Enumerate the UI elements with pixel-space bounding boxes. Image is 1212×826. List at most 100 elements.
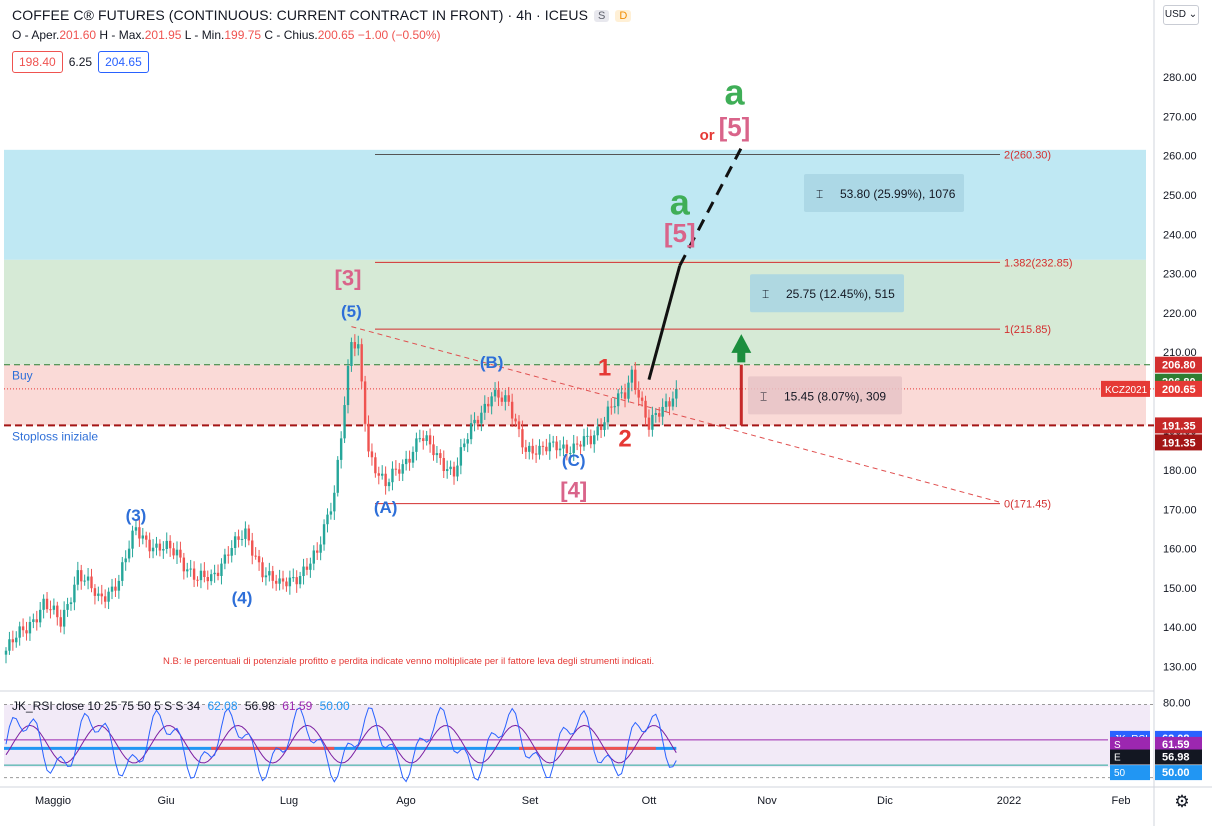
candle-body (593, 435, 596, 445)
price-tick: 230.00 (1163, 269, 1197, 281)
time-tick: Nov (757, 795, 777, 807)
candle-body (623, 392, 627, 399)
candle-body (251, 540, 254, 556)
candle-body (333, 492, 336, 512)
candle-body (28, 621, 32, 634)
price-tag-bg (1155, 356, 1202, 373)
candle-body (658, 413, 661, 417)
candle-body (18, 626, 21, 638)
gear-icon[interactable]: ⚙ (1174, 792, 1190, 811)
candle-body (316, 550, 319, 553)
candle-body (558, 448, 562, 451)
candle-body (295, 577, 298, 585)
zone-target (4, 149, 1146, 260)
price-tag: 206.80 (1162, 360, 1196, 372)
spread-value: 6.25 (68, 55, 93, 69)
candle-body (66, 604, 69, 610)
rsi-fast-line (5, 706, 677, 783)
candle-body (476, 419, 480, 424)
measure-icon: ⌶ (816, 187, 823, 201)
session-badge[interactable]: S (594, 10, 610, 22)
symbol-tag: KCZ2021 (1105, 385, 1148, 396)
rsi-value-tag-bg (1155, 765, 1202, 781)
rsi-value-tag-bg (1155, 736, 1202, 752)
candle-body (210, 574, 213, 582)
candle-body (11, 639, 15, 643)
candle-body (52, 605, 56, 610)
candle-body (86, 576, 90, 581)
zone-green (4, 259, 1146, 365)
candle-body (493, 389, 497, 397)
chevron-down-icon: ⌄ (1185, 9, 1198, 20)
candle-body (510, 401, 514, 419)
delay-badge[interactable]: D (615, 10, 632, 22)
candle-body (555, 441, 558, 451)
candle-body (216, 572, 220, 576)
sell-button[interactable]: 198.40 (12, 51, 63, 73)
candle-body (59, 617, 62, 627)
candle-body (264, 575, 268, 578)
candle-body (281, 578, 285, 582)
candle-body (350, 342, 353, 366)
candle-body (387, 482, 391, 487)
candle-body (203, 570, 206, 578)
candle-body (627, 382, 630, 399)
measure-icon: ⌶ (762, 287, 769, 301)
candle-body (439, 453, 442, 459)
candle-body (189, 568, 192, 570)
candle-body (107, 591, 110, 602)
candle-body (507, 395, 510, 402)
candle-body (322, 524, 326, 545)
price-tag: 191.35 (1162, 437, 1196, 449)
candle-body (339, 438, 343, 460)
currency-button[interactable]: USD ⌄ (1163, 5, 1199, 25)
fib-label: 0(171.45) (1004, 499, 1051, 511)
candle-body (514, 418, 517, 422)
candle-body (148, 539, 151, 552)
wave-label: [4] (560, 478, 587, 503)
candle-body (675, 388, 678, 399)
candle-body (367, 423, 370, 452)
candle-body (504, 395, 507, 402)
wave-label: (B) (480, 353, 504, 372)
change-value: −1.00 (−0.50%) (357, 28, 441, 42)
candle-body (298, 576, 302, 585)
rsi-name[interactable]: JK_RSI close 10 25 75 50 5 S S 34 (12, 699, 201, 713)
candle-body (418, 438, 422, 440)
candle-body (582, 436, 586, 447)
symbol-tag-bg (1101, 380, 1150, 397)
candle-body (661, 406, 664, 417)
candle-body (8, 639, 11, 651)
candle-body (240, 538, 244, 540)
stoploss-label: Stoploss iniziale (12, 429, 98, 443)
candle-body (15, 637, 18, 643)
rsi-value-1: 62.08 (207, 699, 238, 713)
candle-body (175, 549, 179, 556)
symbol-title[interactable]: COFFEE C® FUTURES (CONTINUOUS: CURRENT C… (12, 7, 589, 23)
candle-body (579, 444, 582, 447)
measure-label: 53.80 (25.99%), 1076 (840, 187, 956, 201)
price-tick: 170.00 (1163, 504, 1197, 516)
candle-body (490, 396, 493, 407)
candle-body (268, 571, 271, 576)
candle-body (408, 458, 411, 463)
candle-body (326, 514, 329, 525)
fib-label: 1(215.85) (1004, 324, 1051, 336)
buy-button[interactable]: 204.65 (98, 51, 149, 73)
candle-body (80, 570, 83, 582)
rsi-value-2: 56.98 (244, 699, 275, 713)
candle-body (654, 413, 657, 415)
candle-body (138, 527, 141, 539)
candle-body (473, 419, 476, 424)
candle-body (199, 570, 203, 581)
close-value: 200.65 (317, 28, 355, 42)
candle-body (206, 577, 209, 582)
candle-body (336, 459, 339, 493)
trendline (351, 326, 1001, 503)
candle-body (312, 550, 315, 564)
candle-body (644, 400, 647, 418)
wave-label: or (700, 127, 715, 144)
candle-body (172, 548, 175, 556)
candle-body (230, 547, 233, 556)
